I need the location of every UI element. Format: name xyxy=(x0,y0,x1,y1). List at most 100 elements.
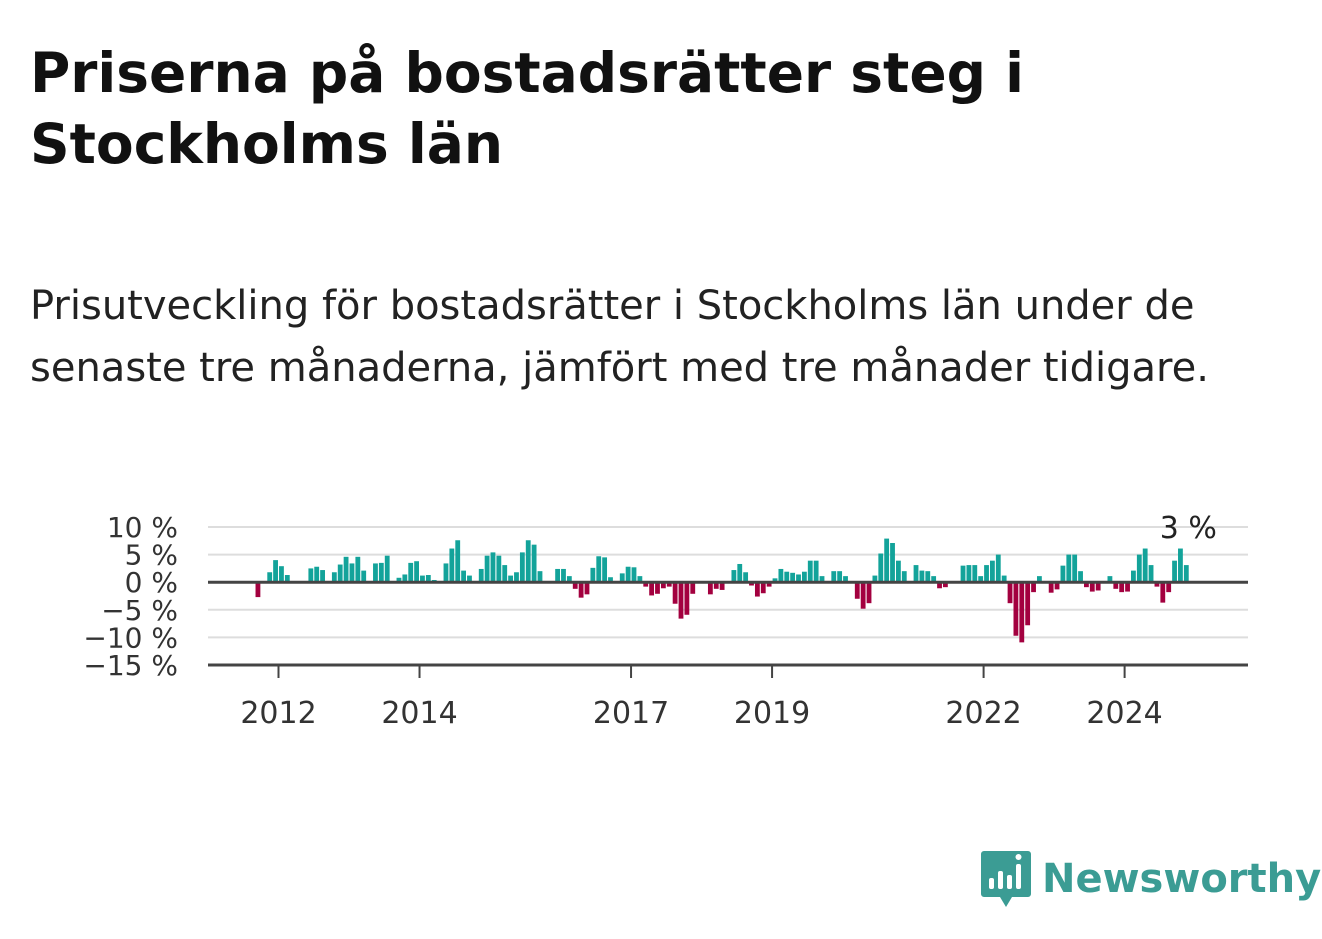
bar xyxy=(572,582,578,589)
bar xyxy=(813,560,819,583)
bar xyxy=(690,582,696,594)
bar xyxy=(461,570,466,583)
bar xyxy=(737,563,743,583)
bar xyxy=(420,575,425,583)
bar xyxy=(778,568,784,583)
chart-title: Priserna på bostadsrätter steg i Stockho… xyxy=(30,41,1025,176)
y-tick-label: 5 % xyxy=(125,539,178,572)
bar xyxy=(396,577,402,583)
x-tick-label: 2019 xyxy=(734,696,810,731)
newsworthy-logo-icon xyxy=(981,851,1031,907)
bar xyxy=(784,571,790,583)
y-tick-label: −15 % xyxy=(83,649,178,682)
bar xyxy=(801,571,807,583)
bar xyxy=(925,571,931,583)
bar xyxy=(984,565,989,583)
bar xyxy=(901,571,907,583)
bar xyxy=(1183,565,1189,583)
bar xyxy=(643,582,649,587)
bar xyxy=(749,582,754,586)
bar xyxy=(279,566,284,583)
bar xyxy=(455,540,461,583)
bar xyxy=(831,571,837,583)
bar xyxy=(284,575,290,583)
y-tick-label: 10 % xyxy=(107,511,178,544)
bar xyxy=(660,582,666,589)
bar xyxy=(1178,548,1183,583)
y-tick-label: −5 % xyxy=(101,594,178,627)
bar xyxy=(566,576,572,583)
last-value-label: 3 % xyxy=(1160,511,1217,546)
bar xyxy=(1066,554,1072,583)
bar xyxy=(743,572,749,583)
bar xyxy=(666,582,672,587)
bar xyxy=(514,572,519,583)
bar xyxy=(625,566,631,583)
bar xyxy=(649,582,655,596)
bar-chart: 10 %5 %0 %−5 %−10 %−15 % 2012 2014 2017 2019… xyxy=(83,511,1248,731)
bar xyxy=(443,563,449,583)
x-tick-label: 2017 xyxy=(593,696,669,731)
bar xyxy=(731,570,737,583)
bar xyxy=(267,572,273,583)
bar xyxy=(837,571,843,583)
bar xyxy=(402,574,408,583)
bar xyxy=(672,582,678,604)
bar xyxy=(942,582,948,588)
bar xyxy=(320,570,325,583)
bar xyxy=(343,556,349,583)
bar xyxy=(1142,548,1148,583)
bar xyxy=(408,562,414,583)
bar xyxy=(860,582,866,609)
bar xyxy=(754,582,760,597)
bar xyxy=(978,576,984,583)
bar xyxy=(349,563,355,583)
bar xyxy=(255,582,261,598)
bar xyxy=(496,555,502,583)
bar xyxy=(895,560,901,583)
x-tick-label: 2014 xyxy=(381,696,457,731)
brand-name: Newsworthy xyxy=(1042,856,1322,902)
bar xyxy=(1060,565,1066,583)
bar xyxy=(519,552,525,583)
bar xyxy=(314,566,320,583)
bar xyxy=(878,553,884,583)
bar xyxy=(384,555,390,583)
bar xyxy=(525,540,531,583)
bar xyxy=(854,582,860,599)
bar xyxy=(796,574,801,583)
bar xyxy=(913,565,919,583)
bar xyxy=(602,557,608,583)
bar xyxy=(890,543,895,583)
bar xyxy=(919,570,925,583)
chart-subtitle: Prisutveckling för bostadsrätter i Stock… xyxy=(30,283,1209,391)
bar xyxy=(843,576,848,583)
bar xyxy=(502,565,508,583)
bar xyxy=(772,578,778,583)
y-tick-label: 0 % xyxy=(125,566,178,599)
bar xyxy=(631,567,637,583)
bar xyxy=(1048,582,1054,593)
bar xyxy=(1084,582,1089,588)
bar xyxy=(1172,560,1177,583)
bar xyxy=(1107,576,1113,583)
bar xyxy=(273,560,278,583)
bar xyxy=(1054,582,1060,590)
bar xyxy=(1119,582,1125,593)
bar xyxy=(619,573,625,583)
bar xyxy=(972,565,978,583)
bar xyxy=(337,564,343,583)
bar xyxy=(484,555,490,583)
bar xyxy=(1160,582,1166,603)
bar xyxy=(995,554,1001,583)
bar xyxy=(960,565,966,583)
bar xyxy=(760,582,766,594)
bar xyxy=(1154,582,1160,587)
bar xyxy=(584,582,590,595)
bar xyxy=(1136,554,1142,583)
bar xyxy=(1095,582,1101,591)
bar xyxy=(707,582,713,595)
tick-labels: 10 %5 %0 %−5 %−10 %−15 % 2012 2014 2017 2019… xyxy=(83,511,1216,731)
bar xyxy=(684,582,690,615)
x-tick-label: 2022 xyxy=(945,696,1021,731)
